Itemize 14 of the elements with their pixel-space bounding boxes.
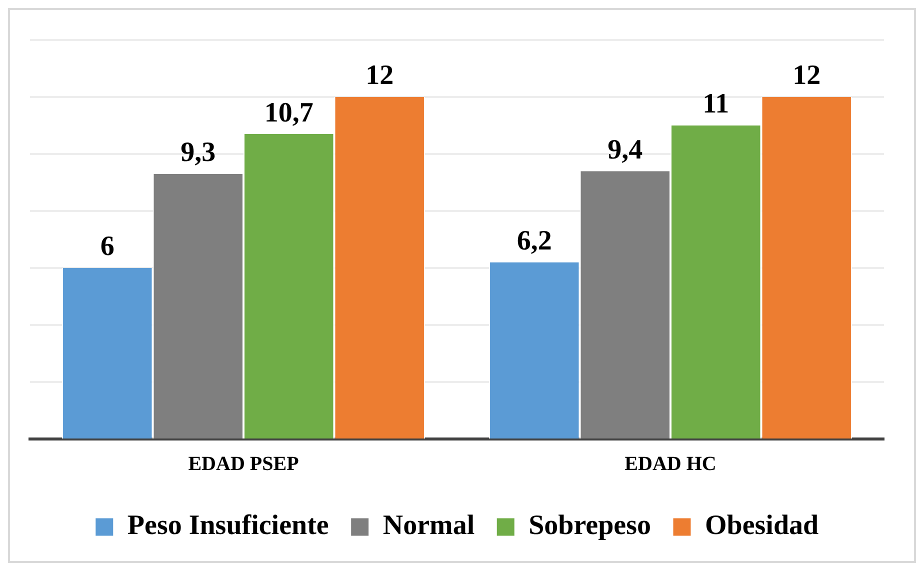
legend-label: Peso Insuficiente [127,510,329,542]
data-label: 9,3 [180,137,216,168]
data-label: 11 [702,88,730,120]
data-label: 10,7 [264,97,314,128]
data-label: 6 [100,231,114,262]
data-label: 6,2 [516,226,552,257]
legend-label: Normal [382,510,475,542]
data-label: 9,4 [608,134,643,166]
x-tick-label: EDAD PSEP [188,453,299,476]
data-label: 12 [792,60,821,92]
data-label: 12 [366,60,394,92]
legend-label: Sobrepeso [528,510,651,542]
legend-label: Obesidad [704,510,820,542]
x-tick-label: EDAD HC [624,453,716,476]
